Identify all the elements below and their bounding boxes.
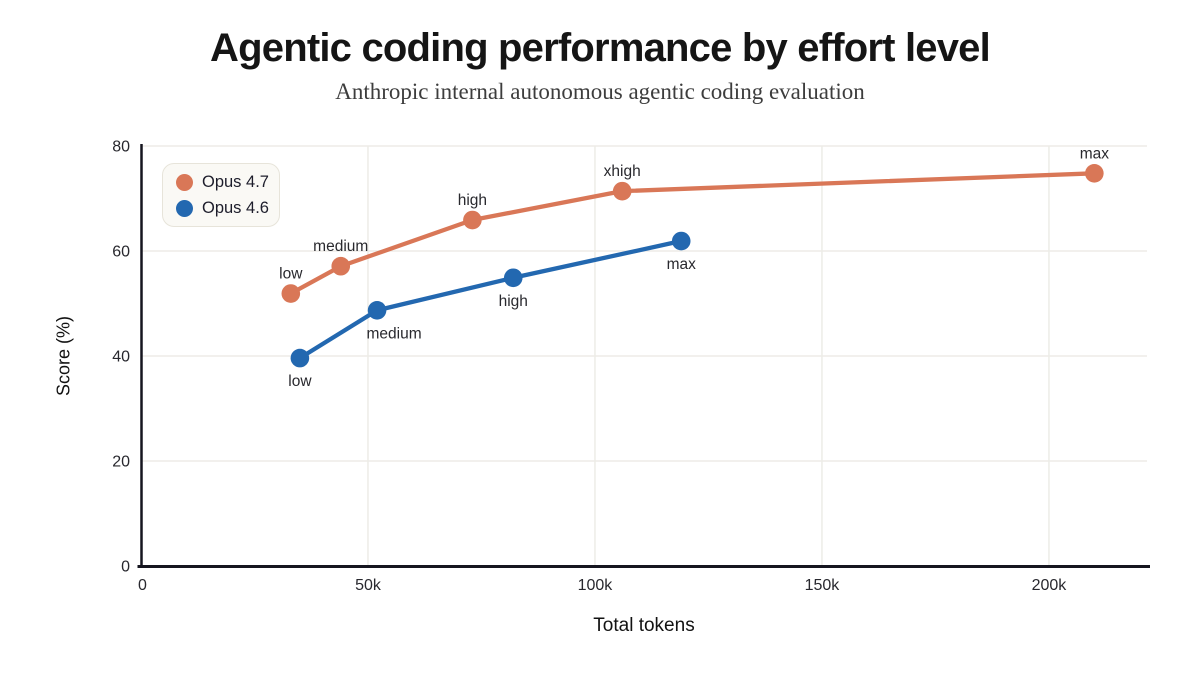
legend: Opus 4.7 Opus 4.6 [162,163,280,227]
legend-item-opus-4-7: Opus 4.7 [176,173,279,192]
x-tick-label-150k: 150k [805,577,841,594]
point-label-high: high [458,192,487,209]
x-tick-label-100k: 100k [578,577,614,594]
legend-label-opus-4-7: Opus 4.7 [202,172,269,191]
data-point-max [671,231,691,251]
x-axis-title: Total tokens [593,615,695,636]
data-point-high [503,268,523,288]
x-tick-label-0: 0 [138,577,147,594]
series-line-opus-4-6 [297,238,684,361]
point-label-medium: medium [313,238,368,255]
point-label-max: max [667,256,697,273]
x-tick-label-200k: 200k [1032,577,1068,594]
data-point-xhigh [612,181,632,201]
y-tick-label-40: 40 [112,349,130,366]
data-point-medium [367,301,387,320]
point-label-low: low [279,266,303,283]
y-axis-title: Score (%) [53,315,74,397]
y-tick-label-60: 60 [112,244,130,261]
point-label-high: high [499,293,528,310]
y-tick-label-0: 0 [121,559,130,576]
x-tick-label-50k: 50k [355,577,382,594]
point-label-max: max [1080,145,1110,162]
data-point-low [290,348,310,368]
legend-item-opus-4-6: Opus 4.6 [176,199,279,218]
legend-label-opus-4-6: Opus 4.6 [202,198,269,217]
point-label-medium: medium [366,325,421,342]
chart-title: Agentic coding performance by effort lev… [210,26,991,70]
legend-swatch-opus-4-6-icon [176,199,193,217]
data-point-high [463,210,482,230]
data-point-medium [331,256,351,276]
point-label-xhigh: xhigh [604,163,641,180]
legend-swatch-opus-4-7-icon [176,173,193,191]
y-tick-label-80: 80 [112,139,130,156]
data-point-low [281,284,301,303]
point-label-low: low [288,373,312,390]
data-point-max [1085,164,1104,183]
series-line-opus-4-7 [288,171,1097,296]
y-tick-label-20: 20 [112,454,130,471]
chart-subtitle: Anthropic internal autonomous agentic co… [335,79,865,104]
